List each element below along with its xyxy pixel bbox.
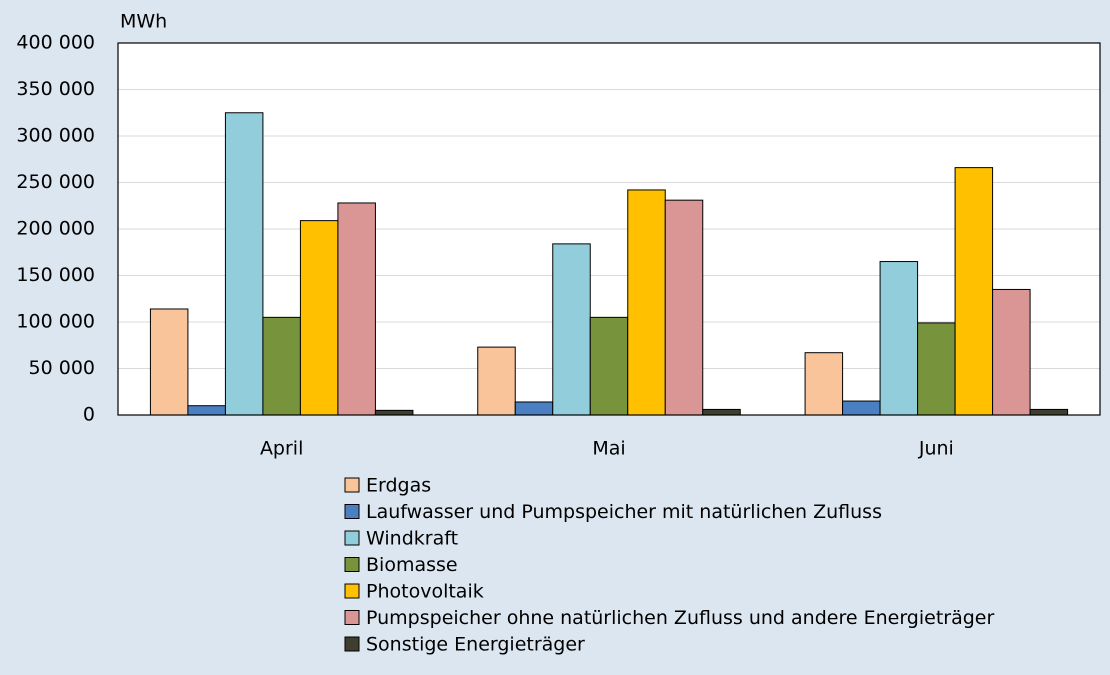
- legend-label: Pumpspeicher ohne natürlichen Zufluss un…: [366, 607, 994, 629]
- y-tick-label: 250 000: [16, 171, 95, 193]
- bar: [842, 400, 881, 416]
- bar: [477, 346, 516, 416]
- legend-label: Windkraft: [366, 528, 458, 550]
- plot-border: [117, 42, 1101, 416]
- legend-label: Laufwasser und Pumpspeicher mit natürlic…: [366, 501, 882, 523]
- x-tick-label: Juni: [918, 438, 954, 460]
- bar: [299, 220, 339, 416]
- bar: [149, 308, 189, 416]
- bar: [262, 316, 301, 416]
- bar: [337, 202, 376, 416]
- bar: [514, 401, 554, 416]
- bar: [954, 167, 994, 416]
- bar: [917, 322, 956, 416]
- y-tick-label: 350 000: [16, 78, 95, 100]
- bar: [224, 112, 264, 416]
- bar: [664, 199, 704, 416]
- y-tick-label: 50 000: [29, 357, 95, 379]
- x-tick-label: April: [260, 438, 303, 460]
- legend-swatch: [344, 530, 360, 546]
- y-tick-label: 0: [83, 404, 95, 426]
- y-tick-label: 200 000: [16, 218, 95, 240]
- bar: [702, 408, 741, 416]
- bar: [187, 405, 226, 416]
- bar: [552, 243, 591, 416]
- legend-swatch: [344, 636, 360, 652]
- legend-label: Biomasse: [366, 554, 458, 576]
- y-unit: MWh: [120, 11, 167, 33]
- bar: [1029, 408, 1069, 416]
- y-tick-label: 300 000: [16, 125, 95, 147]
- legend-swatch: [344, 477, 360, 493]
- legend-swatch: [344, 583, 360, 599]
- bar: [374, 409, 414, 416]
- y-tick-label: 400 000: [16, 32, 95, 54]
- y-tick-label: 100 000: [16, 311, 95, 333]
- bar: [627, 189, 666, 416]
- legend-label: Sonstige Energieträger: [366, 634, 585, 656]
- legend-swatch: [344, 504, 360, 519]
- bar: [879, 261, 919, 416]
- legend-swatch: [344, 610, 360, 625]
- bar: [804, 352, 844, 416]
- bar: [992, 288, 1031, 416]
- y-tick-label: 150 000: [16, 264, 95, 286]
- legend-label: Photovoltaik: [366, 581, 484, 603]
- bar: [589, 316, 629, 416]
- x-tick-label: Mai: [592, 438, 625, 460]
- legend-swatch: [344, 557, 360, 572]
- legend-label: Erdgas: [366, 475, 431, 497]
